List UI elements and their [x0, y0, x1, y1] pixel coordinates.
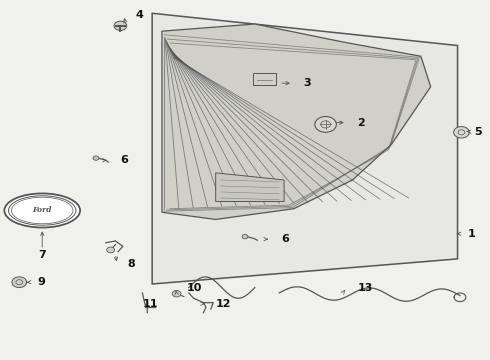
Text: 6: 6 [282, 234, 290, 244]
Polygon shape [216, 173, 284, 202]
Circle shape [114, 21, 127, 31]
Text: 9: 9 [37, 277, 45, 287]
Circle shape [107, 247, 115, 253]
Text: 4: 4 [135, 10, 143, 20]
Text: 11: 11 [143, 299, 158, 309]
Circle shape [242, 234, 248, 239]
Ellipse shape [8, 196, 76, 225]
Text: 12: 12 [216, 299, 231, 309]
FancyBboxPatch shape [253, 73, 276, 85]
Circle shape [315, 117, 336, 132]
Text: 7: 7 [38, 250, 46, 260]
Text: 6: 6 [121, 155, 128, 165]
Polygon shape [162, 24, 431, 220]
Text: 5: 5 [475, 127, 482, 136]
Text: 8: 8 [128, 259, 135, 269]
Text: Ford: Ford [32, 207, 52, 215]
Circle shape [172, 291, 181, 297]
Text: 10: 10 [186, 283, 202, 293]
Circle shape [93, 156, 99, 160]
Text: 3: 3 [304, 78, 311, 88]
Circle shape [12, 277, 26, 288]
Polygon shape [152, 13, 458, 284]
Text: 1: 1 [467, 229, 475, 239]
Ellipse shape [4, 193, 80, 228]
Ellipse shape [11, 197, 73, 224]
Circle shape [454, 127, 469, 138]
Text: 2: 2 [357, 118, 365, 128]
Text: 13: 13 [357, 283, 373, 293]
